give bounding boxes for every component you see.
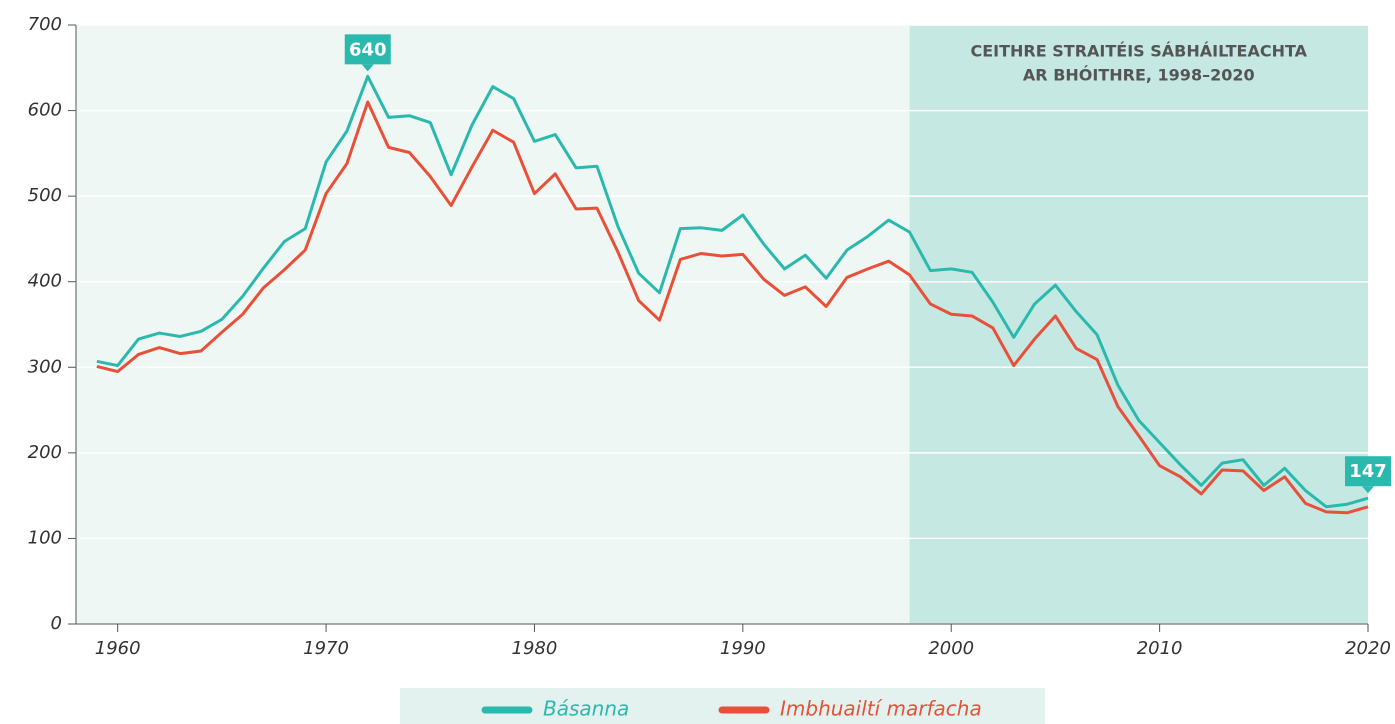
x-tick-label: 1970	[303, 638, 349, 659]
y-tick-label: 600	[28, 100, 62, 121]
callout	[344, 34, 391, 65]
x-tick-label: 1980	[512, 638, 558, 659]
legend-label: Básanna	[543, 697, 629, 721]
series-line	[96, 100, 1369, 515]
shaded-region	[909, 25, 1368, 624]
callout	[1345, 456, 1391, 487]
x-tick-label: 2020	[1345, 638, 1391, 659]
callout-pointer	[361, 64, 374, 72]
x-tick-label: 2000	[928, 638, 974, 659]
y-tick-label: 100	[28, 527, 62, 548]
legend-label: Imbhuailtí marfacha	[780, 697, 982, 721]
x-tick-label: 1960	[95, 638, 141, 659]
region-label: AR BHÓITHRE, 1998–2020	[1023, 66, 1255, 85]
callout-label: 147	[1349, 461, 1387, 482]
x-tick-label: 1990	[720, 638, 766, 659]
legend-box	[400, 688, 1045, 724]
y-tick-label: 0	[51, 613, 62, 634]
y-tick-label: 200	[28, 442, 62, 463]
y-tick-label: 300	[28, 356, 62, 377]
region-label: CEITHRE STRAITÉIS SÁBHÁILTEACHTA	[971, 42, 1308, 61]
y-tick-label: 400	[28, 271, 62, 292]
y-tick-label: 500	[28, 185, 62, 206]
series-line	[96, 74, 1369, 509]
callout-label: 640	[349, 39, 387, 60]
x-tick-label: 2010	[1137, 638, 1183, 659]
y-tick-label: 700	[28, 14, 62, 35]
callout-pointer	[1362, 486, 1374, 494]
plot-background	[76, 25, 910, 624]
